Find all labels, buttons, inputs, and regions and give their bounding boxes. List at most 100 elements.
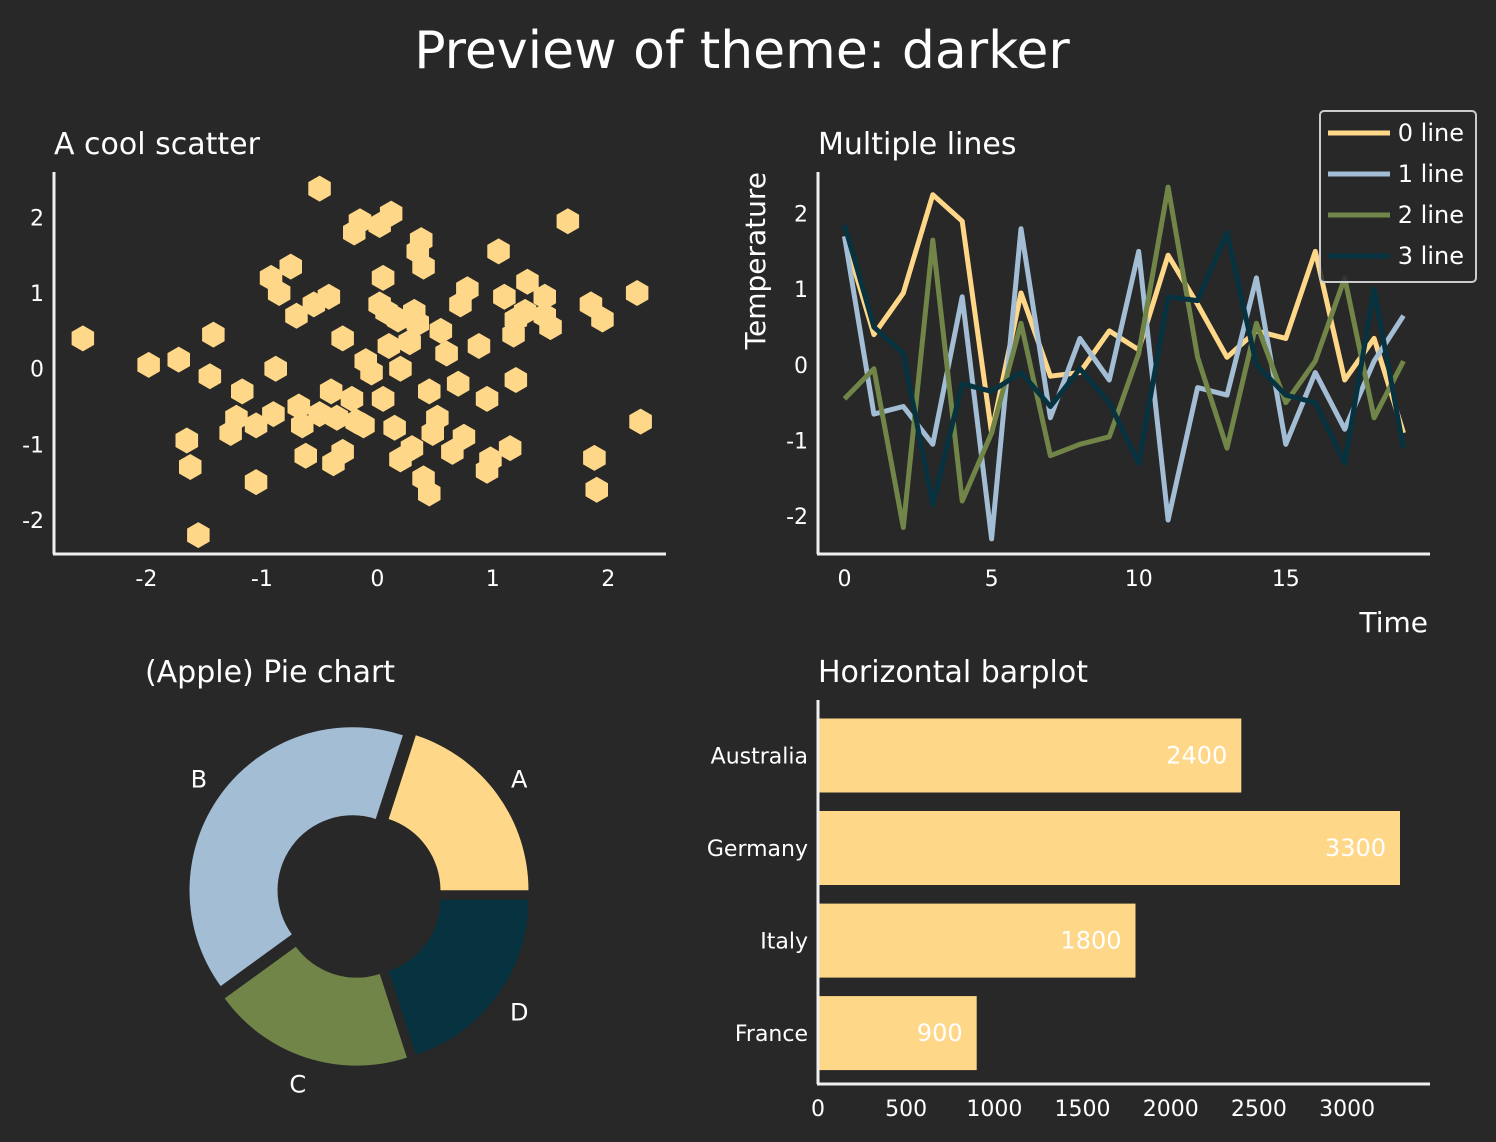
line-x-tick: 5 bbox=[985, 567, 999, 592]
scatter-x-tick: -2 bbox=[135, 567, 157, 592]
scatter-point bbox=[294, 442, 317, 469]
pie-label: C bbox=[289, 1070, 306, 1098]
scatter-point bbox=[446, 370, 470, 397]
scatter-point bbox=[398, 329, 421, 356]
line-x-tick: 0 bbox=[837, 567, 851, 592]
bar-category-label: Italy bbox=[760, 930, 808, 955]
scatter-point bbox=[426, 404, 449, 431]
line-x-tick: 10 bbox=[1125, 567, 1153, 592]
bar-x-tick: 2500 bbox=[1231, 1097, 1287, 1122]
scatter-point bbox=[409, 227, 433, 254]
scatter-point bbox=[325, 404, 349, 431]
pie-slice-A bbox=[388, 735, 529, 891]
scatter-point bbox=[291, 412, 314, 439]
bar-x-tick: 0 bbox=[811, 1097, 825, 1122]
scatter-point bbox=[487, 238, 510, 265]
scatter-point bbox=[406, 310, 429, 337]
bar-value-label: 900 bbox=[917, 1019, 963, 1047]
scatter-point bbox=[493, 283, 516, 310]
pie-label: D bbox=[510, 998, 528, 1026]
scatter-point bbox=[456, 276, 479, 303]
legend-label-3: 3 line bbox=[1398, 242, 1464, 270]
line-series-0 bbox=[842, 192, 1406, 436]
legend-label-1: 1 line bbox=[1398, 160, 1464, 188]
pie-label: B bbox=[191, 766, 207, 794]
pie-label: A bbox=[511, 766, 528, 794]
scatter-y-tick: 2 bbox=[30, 206, 44, 231]
bar-value-label: 3300 bbox=[1325, 834, 1386, 862]
scatter-point bbox=[340, 385, 364, 412]
scatter-point bbox=[583, 444, 606, 471]
scatter-point bbox=[371, 385, 395, 412]
scatter-point bbox=[418, 480, 441, 507]
bar-italy bbox=[819, 903, 1136, 978]
scatter-point bbox=[137, 351, 160, 378]
scatter-point bbox=[175, 427, 199, 454]
scatter-point bbox=[533, 283, 556, 310]
scatter-point bbox=[231, 378, 254, 405]
scatter-point bbox=[179, 454, 202, 480]
scatter-point bbox=[498, 435, 522, 462]
scatter-point bbox=[452, 423, 476, 450]
line-legend: 0 line 1 line 2 line 3 line bbox=[1319, 110, 1477, 283]
scatter-point bbox=[389, 355, 412, 382]
scatter-point bbox=[352, 412, 375, 439]
scatter-point bbox=[516, 268, 539, 295]
scatter-point bbox=[479, 446, 502, 473]
scatter-point bbox=[167, 346, 190, 373]
scatter-point bbox=[360, 359, 383, 386]
bar-x-tick: 1500 bbox=[1055, 1097, 1111, 1122]
bar-category-label: Australia bbox=[711, 745, 808, 770]
scatter-point bbox=[504, 367, 528, 393]
scatter-y-tick: 1 bbox=[30, 282, 44, 307]
scatter-point bbox=[331, 438, 354, 465]
line-series-3 bbox=[842, 224, 1406, 508]
figure-title: Preview of theme: darker bbox=[414, 21, 1070, 81]
line-title: Multiple lines bbox=[818, 127, 1016, 162]
scatter-point bbox=[418, 378, 441, 405]
pie-chart: (Apple) Pie chart A B C D bbox=[145, 655, 529, 1098]
bar-x-tick: 2000 bbox=[1143, 1097, 1199, 1122]
line-y-tick: 2 bbox=[794, 203, 808, 228]
line-series-1 bbox=[842, 226, 1406, 542]
scatter-x-tick: 0 bbox=[370, 567, 384, 592]
bar-value-label: 1800 bbox=[1060, 927, 1121, 955]
scatter-x-tick: 1 bbox=[486, 567, 500, 592]
scatter-point bbox=[475, 385, 499, 412]
pie-title: (Apple) Pie chart bbox=[145, 655, 395, 690]
pie-slice-D bbox=[388, 899, 529, 1055]
scatter-point bbox=[400, 435, 424, 462]
scatter-point bbox=[285, 302, 308, 329]
scatter-point bbox=[348, 208, 372, 235]
line-x-axis-label: Time bbox=[1358, 606, 1428, 639]
bar-france bbox=[819, 996, 977, 1071]
line-chart: Multiple lines 0 5 10 15 -2 -1 0 1 2 Time Temper… bbox=[739, 110, 1477, 639]
scatter-point bbox=[219, 420, 242, 446]
legend-label-0: 0 line bbox=[1398, 119, 1464, 147]
scatter-point bbox=[539, 314, 562, 341]
scatter-point bbox=[371, 264, 395, 291]
scatter-point bbox=[331, 325, 354, 352]
scatter-point bbox=[412, 253, 435, 280]
bar-germany bbox=[819, 811, 1400, 885]
legend-frame bbox=[1319, 110, 1477, 283]
line-y-tick: 1 bbox=[794, 278, 808, 303]
pie-slice-B bbox=[189, 727, 403, 987]
line-y-axis-label: Temperature bbox=[739, 172, 772, 350]
scatter-point bbox=[429, 317, 453, 344]
bar-value-label: 2400 bbox=[1166, 742, 1227, 770]
scatter-chart: A cool scatter -2 -1 0 1 2 -2 -1 0 1 2 bbox=[22, 127, 666, 592]
scatter-y-tick: 0 bbox=[30, 358, 44, 383]
scatter-point bbox=[267, 280, 291, 306]
bar-chart: Horizontal barplot 0 500 1000 1500 2000 2500 3… bbox=[707, 655, 1430, 1122]
scatter-point bbox=[585, 476, 608, 503]
scatter-point bbox=[556, 208, 580, 235]
scatter-point bbox=[244, 412, 268, 439]
scatter-point bbox=[377, 333, 401, 359]
scatter-point bbox=[629, 408, 652, 435]
scatter-point bbox=[244, 469, 268, 496]
line-y-tick: -1 bbox=[786, 430, 808, 455]
scatter-point bbox=[379, 200, 403, 227]
scatter-point bbox=[513, 298, 537, 325]
